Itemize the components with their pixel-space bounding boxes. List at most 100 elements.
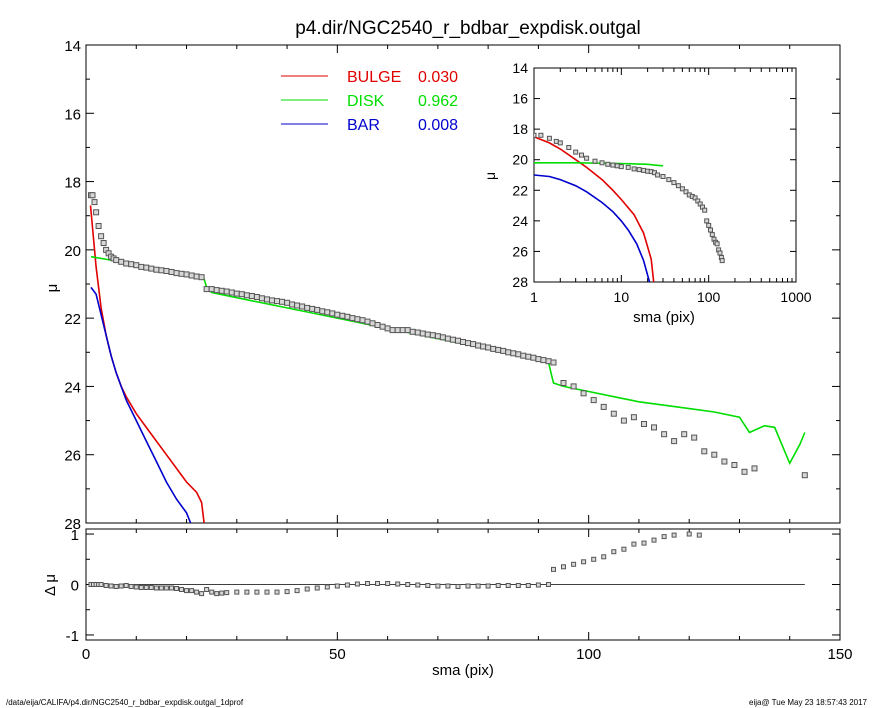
data-point <box>621 546 627 552</box>
data-point <box>294 302 301 309</box>
data-point <box>714 241 720 247</box>
data-point <box>631 166 637 172</box>
data-point <box>198 274 205 281</box>
data-point <box>123 583 129 588</box>
data-point <box>148 265 155 272</box>
data-point <box>143 264 150 271</box>
data-point <box>199 591 205 597</box>
y-tick-label: 24 <box>512 213 528 229</box>
data-point <box>671 438 678 445</box>
data-point <box>465 583 471 589</box>
data-point <box>219 590 225 596</box>
y-tick-label: 26 <box>64 448 81 465</box>
legend-value-bar: 0.008 <box>418 117 458 134</box>
data-point <box>218 287 225 294</box>
data-point <box>299 303 306 310</box>
data-point <box>641 540 647 546</box>
data-point <box>414 329 421 336</box>
data-point <box>374 322 381 328</box>
data-point <box>618 164 624 170</box>
data-point <box>354 581 360 587</box>
data-point <box>675 183 681 189</box>
data-point <box>485 344 492 351</box>
data-point <box>384 325 391 332</box>
data-point <box>641 421 647 427</box>
data-point <box>584 155 590 161</box>
data-point <box>610 410 617 417</box>
data-point <box>475 583 481 589</box>
data-point <box>264 296 270 303</box>
data-point <box>679 186 685 192</box>
data-point <box>193 273 200 280</box>
data-point <box>614 163 620 169</box>
inset-data-points <box>534 132 725 264</box>
data-point <box>500 347 507 354</box>
data-point <box>163 585 169 591</box>
data-point <box>108 583 114 589</box>
data-point <box>591 556 597 562</box>
data-point <box>490 345 497 352</box>
main-line-bar <box>90 286 192 523</box>
data-point <box>465 340 471 347</box>
main-line-disk <box>90 255 806 466</box>
legend: BULGE 0.030 DISK 0.962 BAR 0.008 <box>281 69 458 134</box>
data-point <box>91 199 98 206</box>
data-point <box>546 135 552 141</box>
data-point <box>233 290 240 297</box>
data-point <box>560 380 567 386</box>
data-point <box>123 260 130 267</box>
data-point <box>550 359 557 366</box>
data-point <box>143 585 149 590</box>
data-point <box>566 145 572 150</box>
data-point <box>590 397 597 404</box>
data-point <box>254 589 260 595</box>
inset-line-disk <box>534 162 664 167</box>
data-point <box>415 582 421 588</box>
data-point <box>178 270 185 277</box>
data-point <box>579 152 584 158</box>
inset-line-bar <box>534 174 651 282</box>
data-point <box>304 586 310 592</box>
data-point <box>546 582 551 587</box>
data-point <box>133 262 140 269</box>
data-point <box>692 195 698 201</box>
data-point <box>375 581 380 586</box>
data-point <box>553 138 559 144</box>
legend-label-bulge: BULGE <box>347 69 401 86</box>
legend-item-bar: BAR 0.008 <box>281 117 458 134</box>
data-point <box>630 414 637 421</box>
data-point <box>683 189 689 195</box>
x-tick-label: 100 <box>576 646 601 663</box>
data-point <box>274 589 280 595</box>
y-tick-label: 20 <box>64 243 81 260</box>
data-point <box>389 327 396 334</box>
data-point <box>118 258 125 265</box>
data-point <box>385 581 391 586</box>
data-point <box>169 585 174 591</box>
data-point <box>163 268 170 274</box>
data-point <box>153 585 159 591</box>
data-point <box>238 291 245 298</box>
data-point <box>600 403 607 410</box>
x-tick-label: 0 <box>82 646 90 663</box>
data-point <box>505 583 511 588</box>
data-point <box>314 585 320 591</box>
data-point <box>702 207 708 213</box>
chart-title: p4.dir/NGC2540_r_bdbar_expdisk.outgal <box>295 18 640 39</box>
data-point <box>339 312 346 319</box>
x-tick-label: 50 <box>329 646 346 663</box>
legend-item-disk: DISK 0.962 <box>281 93 458 110</box>
data-point <box>581 559 587 565</box>
data-point <box>98 582 104 587</box>
data-point <box>530 354 537 361</box>
data-point <box>419 330 426 337</box>
data-point <box>153 266 160 273</box>
y-tick-label: 18 <box>512 121 528 137</box>
data-point <box>253 294 260 300</box>
data-point <box>801 472 808 479</box>
data-point <box>138 263 145 270</box>
data-point <box>573 149 579 155</box>
data-point <box>495 346 502 353</box>
data-point <box>671 532 677 538</box>
data-point <box>204 587 210 592</box>
